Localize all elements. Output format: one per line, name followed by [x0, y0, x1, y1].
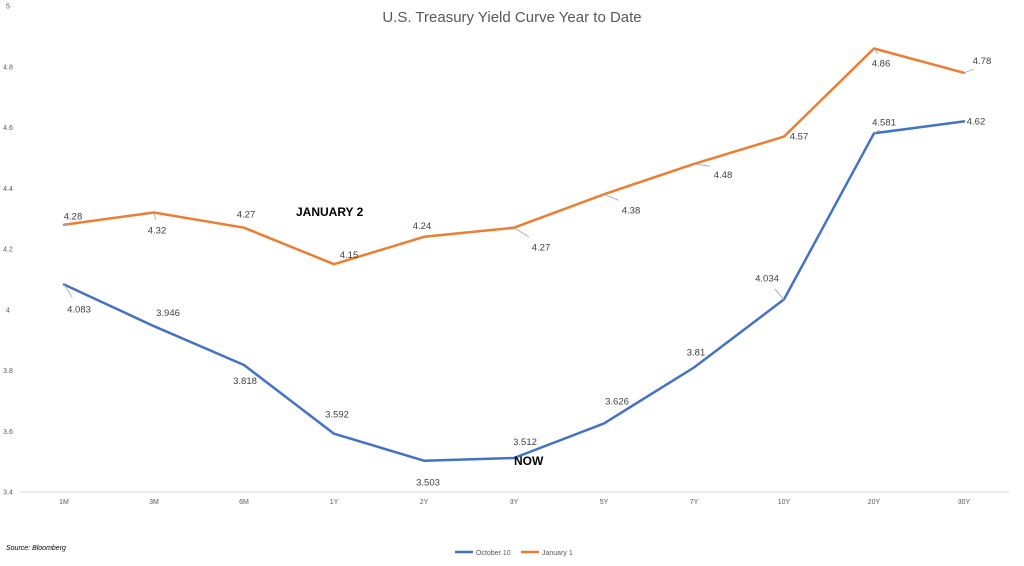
data-label: 4.78 — [973, 56, 992, 67]
data-label: 3.592 — [325, 410, 349, 421]
source-note: Source: Bloomberg — [6, 545, 66, 552]
data-label: 4.15 — [340, 250, 359, 261]
y-tick-label: 5 — [6, 4, 10, 11]
x-tick-label: 2Y — [420, 499, 429, 506]
x-tick-label: 1Y — [330, 499, 339, 506]
data-label: 4.27 — [532, 243, 551, 254]
data-label: 3.626 — [605, 396, 629, 407]
series-line-january-1 — [62, 47, 966, 266]
data-label-leader — [873, 48, 879, 55]
x-tick-label: 3Y — [510, 499, 519, 506]
data-label: 4.083 — [67, 305, 91, 316]
x-tick-label: 5Y — [600, 499, 609, 506]
data-label: 4.32 — [148, 226, 167, 237]
data-label-leaders — [63, 48, 975, 300]
chart-title: U.S. Treasury Yield Curve Year to Date — [382, 9, 641, 26]
y-tick-label: 3.4 — [3, 490, 13, 497]
data-label-leader — [63, 223, 70, 226]
series-lines — [62, 47, 966, 462]
x-tick-label: 1M — [59, 499, 69, 506]
x-tick-label: 7Y — [690, 499, 699, 506]
y-axis: 3.4 3.6 3.8 4 4.2 4.4 4.6 4.8 5 — [3, 4, 13, 497]
data-label-leader — [63, 284, 73, 298]
data-label: 4.57 — [790, 132, 809, 143]
data-label: 4.034 — [755, 273, 779, 284]
data-label-leader — [153, 212, 157, 221]
y-tick-label: 4 — [6, 307, 10, 314]
legend-label-october-10: October 10 — [476, 550, 511, 557]
x-axis: 1M 3M 6M 1Y 2Y 3Y 5Y 7Y 10Y 20Y 30Y — [59, 499, 970, 506]
data-label-leader — [873, 129, 880, 134]
y-tick-label: 4.4 — [3, 186, 13, 193]
legend: October 10 January 1 — [455, 550, 573, 557]
data-label: 4.24 — [413, 221, 432, 232]
data-label-leader — [963, 68, 975, 74]
y-tick-label: 3.6 — [3, 429, 13, 436]
data-label: 3.512 — [513, 437, 537, 448]
data-label: 4.62 — [967, 116, 986, 127]
data-label: 4.86 — [872, 59, 891, 70]
data-label: 3.818 — [233, 376, 257, 387]
data-label: 3.503 — [416, 478, 440, 489]
x-tick-label: 20Y — [868, 499, 881, 506]
y-tick-label: 3.8 — [3, 368, 13, 375]
annotation-january-2: JANUARY 2 — [296, 205, 364, 219]
data-labels: 4.083 3.946 3.818 3.592 3.503 3.512 3.626 3.81 4… — [64, 56, 992, 489]
x-tick-label: 6M — [239, 499, 249, 506]
data-label: 4.581 — [872, 117, 896, 128]
data-label: 4.48 — [714, 170, 733, 181]
data-label: 4.38 — [622, 205, 641, 216]
y-tick-label: 4.8 — [3, 64, 13, 71]
x-tick-label: 10Y — [778, 499, 791, 506]
legend-label-january-1: January 1 — [542, 550, 573, 557]
x-tick-label: 3M — [149, 499, 159, 506]
x-tick-label: 30Y — [958, 499, 971, 506]
data-label-leader — [693, 163, 711, 167]
data-label: 3.946 — [156, 308, 180, 319]
data-label-leader — [774, 288, 785, 300]
data-label: 3.81 — [687, 347, 706, 358]
data-label-leader — [603, 193, 619, 201]
y-tick-label: 4.6 — [3, 125, 13, 132]
data-label: 4.28 — [64, 212, 83, 223]
annotation-now: NOW — [514, 454, 544, 468]
data-label: 4.27 — [237, 210, 256, 221]
y-tick-label: 4.2 — [3, 247, 13, 254]
series-line-october-10 — [62, 120, 966, 462]
data-label-leader — [513, 227, 530, 238]
